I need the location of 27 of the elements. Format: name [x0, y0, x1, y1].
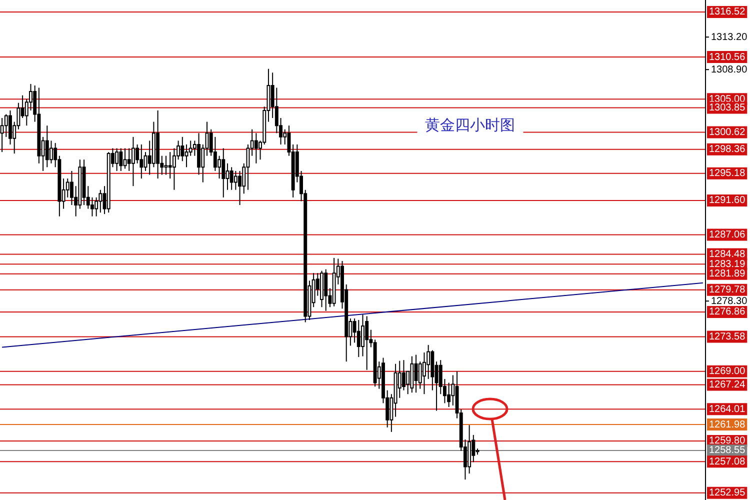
ref-line-label: 1287.06 — [709, 230, 746, 241]
y-tick-label: 1308.90 — [711, 64, 748, 76]
ref-line-label: 1283.19 — [709, 258, 746, 270]
ref-line-label: 1257.08 — [709, 456, 746, 468]
ref-line-label: 1316.52 — [709, 6, 746, 18]
ref-line-label: 1264.01 — [709, 404, 746, 415]
ref-line-label: 1279.78 — [709, 284, 746, 296]
ref-line-label: 1298.36 — [709, 144, 746, 156]
ref-line-label: 1284.48 — [709, 249, 746, 260]
ref-line-label: 1310.56 — [709, 52, 746, 63]
ref-line-label: 1273.58 — [709, 332, 746, 343]
text: 黄金四小时图 — [425, 117, 516, 134]
ref-line-label: 1281.89 — [709, 268, 746, 280]
ref-line-label: 1269.00 — [709, 366, 746, 378]
ref-line-label: 1258.55 — [709, 445, 746, 456]
ref-line-label: 1291.60 — [709, 195, 746, 206]
ref-line-label: 1267.24 — [709, 379, 746, 390]
ref-line-label: 1300.62 — [709, 126, 746, 138]
ref-line-label: 1276.86 — [709, 306, 746, 318]
ref-line-label: 1305.00 — [709, 94, 746, 105]
ref-line-label: 1261.98 — [709, 419, 746, 430]
ref-line-label: 1259.80 — [709, 436, 746, 447]
y-tick-label: 1313.20 — [711, 32, 748, 43]
y-tick-label: 1278.30 — [711, 296, 748, 307]
ref-line-label: 1295.18 — [709, 168, 746, 180]
ref-line-label: 1252.95 — [709, 488, 746, 499]
ref-line-label: 1303.85 — [709, 102, 746, 114]
